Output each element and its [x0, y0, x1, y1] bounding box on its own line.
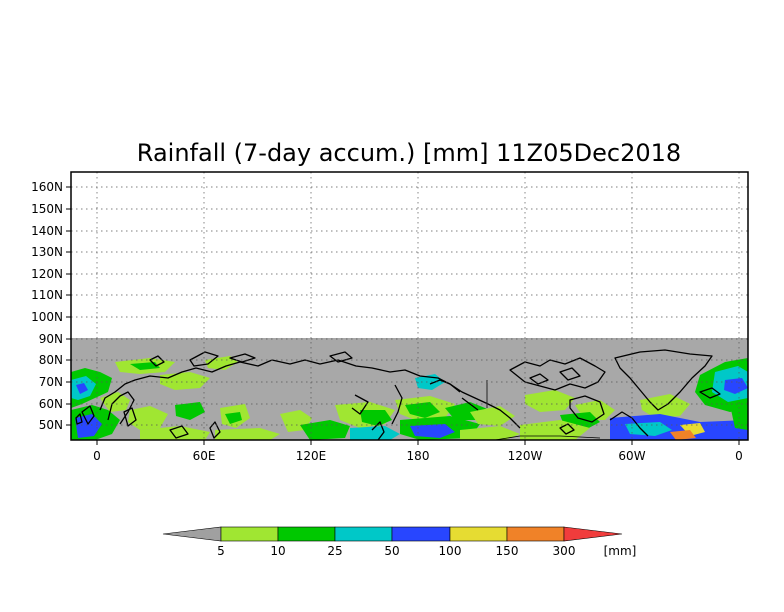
lat-label: 150N — [31, 202, 63, 216]
lat-label: 110N — [31, 288, 63, 302]
colorbar-swatch — [391, 526, 451, 542]
lat-label: 140N — [31, 224, 63, 238]
colorbar-low-triangle — [162, 526, 222, 542]
lon-label: 120W — [508, 449, 543, 463]
lat-label: 50N — [39, 418, 63, 432]
map-plot-area — [70, 171, 749, 441]
coastlines — [75, 349, 721, 441]
colorbar: 5 10 25 50 100 150 300 [mm] — [162, 526, 637, 558]
colorbar-high-triangle — [563, 526, 623, 542]
lat-label: 70N — [39, 375, 63, 389]
colorbar-swatch — [220, 526, 279, 542]
colorbar-swatch — [334, 526, 393, 542]
map-frame — [70, 171, 749, 441]
lat-label: 90N — [39, 332, 63, 346]
colorbar-tick: 10 — [270, 544, 285, 558]
colorbar-tick: 5 — [217, 544, 225, 558]
lat-label: 130N — [31, 245, 63, 259]
lon-label: 0 — [735, 449, 743, 463]
lat-label: 60N — [39, 397, 63, 411]
axis-ticks — [66, 186, 740, 445]
colorbar-tick: 150 — [496, 544, 519, 558]
colorbar-tick: 25 — [327, 544, 342, 558]
longitude-labels: 0 60E 120E 180 120W 60W 0 — [93, 449, 743, 463]
colorbar-swatch — [506, 526, 565, 542]
lon-label: 180 — [407, 449, 430, 463]
lon-label: 120E — [296, 449, 327, 463]
colorbar-swatch — [449, 526, 508, 542]
map-title: Rainfall (7-day accum.) [mm] 11Z05Dec201… — [137, 139, 681, 167]
colorbar-swatch — [277, 526, 336, 542]
colorbar-tick: 100 — [439, 544, 462, 558]
lon-label: 60W — [618, 449, 645, 463]
lat-label: 120N — [31, 267, 63, 281]
lon-label: 0 — [93, 449, 101, 463]
latitude-labels: 160N 150N 140N 130N 120N 110N 100N 90N 8… — [31, 180, 63, 432]
lat-label: 80N — [39, 353, 63, 367]
colorbar-tick: 50 — [384, 544, 399, 558]
lat-label: 160N — [31, 180, 63, 194]
colorbar-unit-label: [mm] — [604, 544, 637, 558]
lon-label: 60E — [193, 449, 216, 463]
colorbar-tick: 300 — [553, 544, 576, 558]
lat-label: 100N — [31, 310, 63, 324]
